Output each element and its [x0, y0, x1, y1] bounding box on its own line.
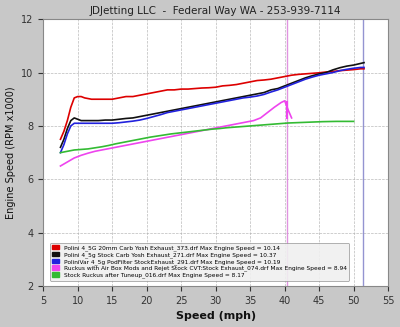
Legend: Polini 4_5G 20mm Carb Yosh Exhaust_373.drf Max Engine Speed = 10.14, Polini 4_5g: Polini 4_5G 20mm Carb Yosh Exhaust_373.d…	[50, 243, 349, 281]
Y-axis label: Engine Speed (RPM x1000): Engine Speed (RPM x1000)	[6, 86, 16, 219]
X-axis label: Speed (mph): Speed (mph)	[176, 311, 256, 321]
Title: JDJetting LLC  -  Federal Way WA - 253-939-7114: JDJetting LLC - Federal Way WA - 253-939…	[90, 6, 342, 16]
